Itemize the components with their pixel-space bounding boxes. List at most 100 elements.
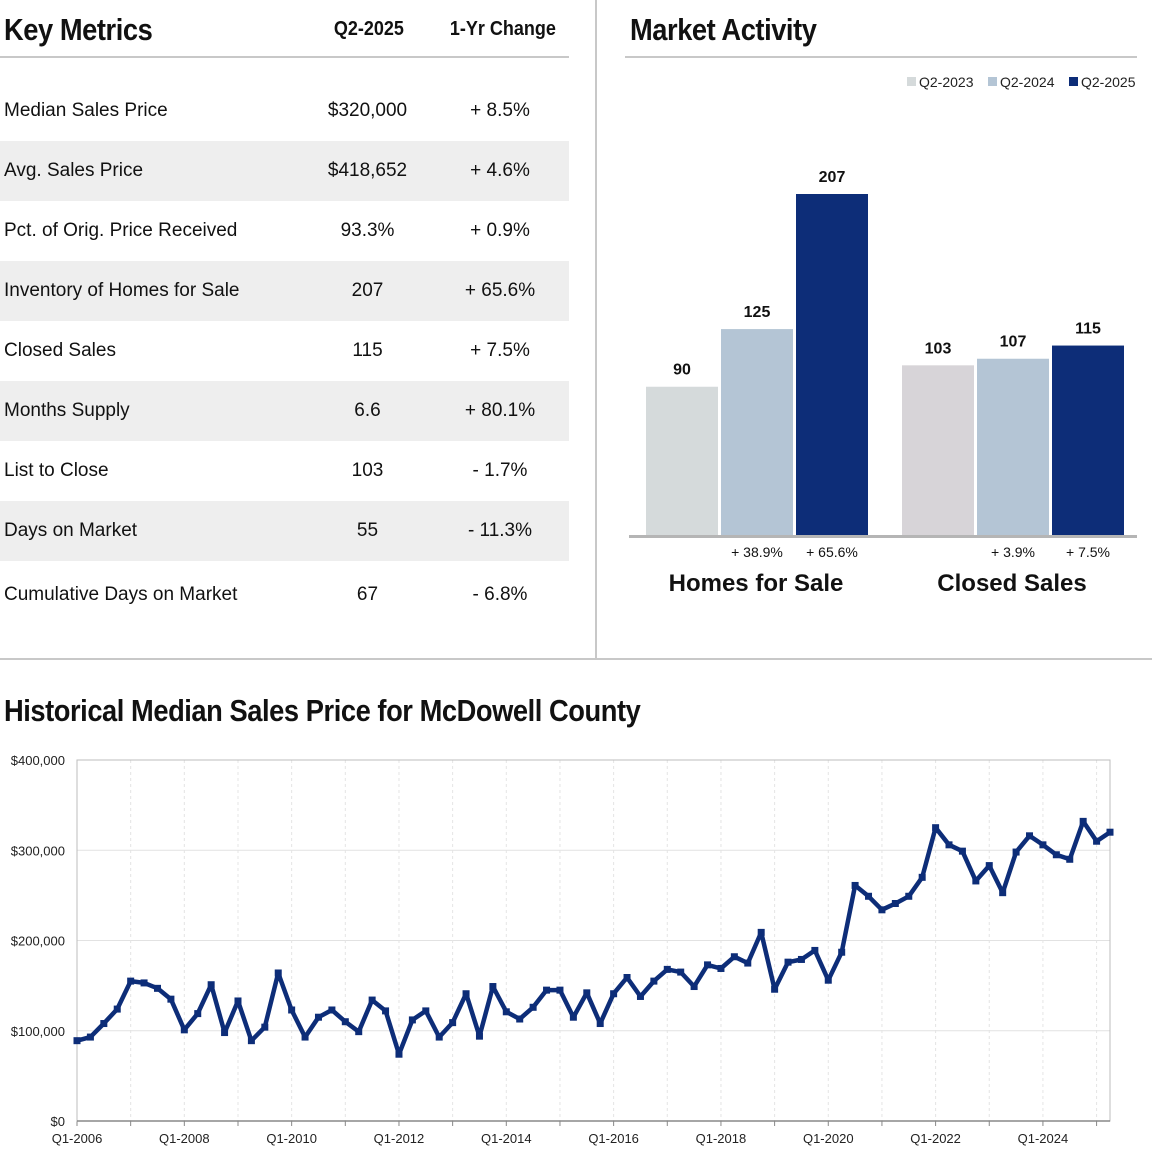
bar-value-label: 90 (673, 362, 691, 379)
data-point (851, 881, 859, 889)
data-point (730, 953, 738, 961)
metric-label: Days on Market (4, 520, 138, 541)
price-series-line (74, 819, 1113, 1057)
data-point (784, 958, 792, 966)
horizontal-divider (0, 658, 1152, 660)
y-tick-label: $200,000 (11, 934, 65, 949)
bar (796, 194, 868, 535)
bar-change-label: + 7.5% (1066, 544, 1110, 560)
data-point (918, 873, 926, 881)
data-point (435, 1033, 443, 1041)
data-point (516, 1015, 524, 1023)
data-point (1052, 851, 1060, 859)
data-point (744, 959, 752, 967)
data-point (502, 1008, 510, 1016)
x-tick-label: Q1-2020 (803, 1131, 854, 1146)
metric-row: Cumulative Days on Market 67 - 6.8% (0, 561, 569, 629)
legend-label: Q2-2024 (1000, 74, 1055, 90)
metric-row: List to Close 103 - 1.7% (0, 441, 569, 501)
metric-row: Inventory of Homes for Sale 207 + 65.6% (0, 261, 569, 321)
data-point (1066, 855, 1074, 863)
data-point (677, 968, 685, 976)
data-point (73, 1037, 81, 1045)
data-point (529, 1003, 537, 1011)
data-point (757, 928, 765, 936)
data-point (1026, 832, 1034, 840)
market-activity-header-rule (625, 56, 1137, 58)
y-tick-label: $0 (51, 1114, 65, 1129)
y-tick-label: $100,000 (11, 1024, 65, 1039)
bar-change-label: + 38.9% (731, 544, 783, 560)
metric-value: 115 (352, 340, 383, 361)
data-point (247, 1037, 255, 1045)
metric-change: + 8.5% (470, 100, 530, 121)
metric-change: + 0.9% (470, 220, 530, 241)
bar (1052, 345, 1124, 535)
metric-label: Pct. of Orig. Price Received (4, 220, 238, 241)
bar (646, 386, 718, 535)
bar (977, 358, 1049, 535)
data-point (1079, 817, 1087, 825)
historical-title: Historical Median Sales Price for McDowe… (4, 693, 641, 728)
legend-swatch (988, 77, 997, 86)
data-point (234, 997, 242, 1005)
category-label: Closed Sales (937, 570, 1086, 597)
metric-row: Median Sales Price $320,000 + 8.5% (0, 81, 569, 141)
data-point (462, 990, 470, 998)
market-activity-bar-chart: Q2-2023 Q2-2024 Q2-2025 90 125 + 38.9% 207 + 65… (629, 74, 1137, 597)
data-point (1039, 841, 1047, 849)
data-point (194, 1010, 202, 1018)
data-point (663, 965, 671, 973)
legend-swatch (1069, 77, 1078, 86)
data-point (623, 974, 631, 982)
metric-change: - 6.8% (472, 584, 528, 605)
metric-label: Median Sales Price (4, 100, 168, 121)
data-point (865, 892, 873, 900)
metric-value: $320,000 (327, 100, 408, 121)
data-point (113, 1005, 121, 1013)
bar-value-label: 125 (744, 304, 771, 321)
data-point (328, 1006, 336, 1014)
metric-value: 207 (351, 280, 384, 301)
data-point (717, 964, 725, 972)
bar (721, 329, 793, 535)
metric-change: + 7.5% (470, 340, 530, 361)
data-point (368, 996, 376, 1004)
data-point (288, 1006, 296, 1014)
legend-label: Q2-2023 (919, 74, 974, 90)
data-point (140, 979, 148, 987)
x-tick-label: Q1-2022 (910, 1131, 961, 1146)
data-point (596, 1020, 604, 1028)
data-point (1012, 848, 1020, 856)
data-point (610, 990, 618, 998)
metric-change: + 80.1% (464, 400, 536, 421)
metric-value: 93.3% (340, 220, 395, 241)
key-metrics-header-rule (0, 56, 569, 58)
data-point (569, 1013, 577, 1021)
x-tick-label: Q1-2016 (588, 1131, 639, 1146)
col-head-period: Q2-2025 (333, 18, 404, 40)
data-point (274, 969, 282, 977)
data-point (556, 986, 564, 994)
data-point (489, 983, 497, 991)
data-point (221, 1029, 229, 1037)
x-tick-label: Q1-2024 (1018, 1131, 1069, 1146)
data-point (314, 1013, 322, 1021)
x-tick-label: Q1-2018 (696, 1131, 747, 1146)
data-point (878, 906, 886, 914)
metric-label: Closed Sales (4, 340, 116, 361)
legend-swatch (907, 77, 916, 86)
metric-value: $418,652 (327, 160, 408, 181)
data-point (86, 1033, 94, 1041)
data-point (355, 1028, 363, 1036)
bar-baseline (629, 535, 1137, 538)
x-tick-label: Q1-2006 (52, 1131, 103, 1146)
metric-value: 103 (351, 460, 384, 481)
data-point (891, 899, 899, 907)
data-point (207, 981, 215, 989)
data-point (395, 1050, 403, 1058)
bar-change-label: + 65.6% (806, 544, 858, 560)
data-point (301, 1033, 309, 1041)
data-point (583, 989, 591, 997)
